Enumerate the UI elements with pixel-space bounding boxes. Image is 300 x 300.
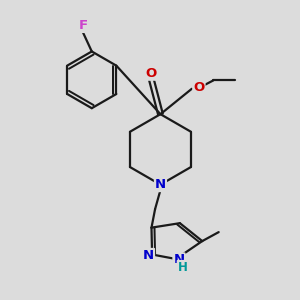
Text: N: N [155, 178, 166, 191]
Text: H: H [178, 261, 188, 274]
Text: N: N [173, 254, 184, 266]
Text: F: F [78, 19, 87, 32]
Text: O: O [193, 81, 205, 94]
Text: O: O [146, 67, 157, 80]
Text: N: N [143, 249, 154, 262]
